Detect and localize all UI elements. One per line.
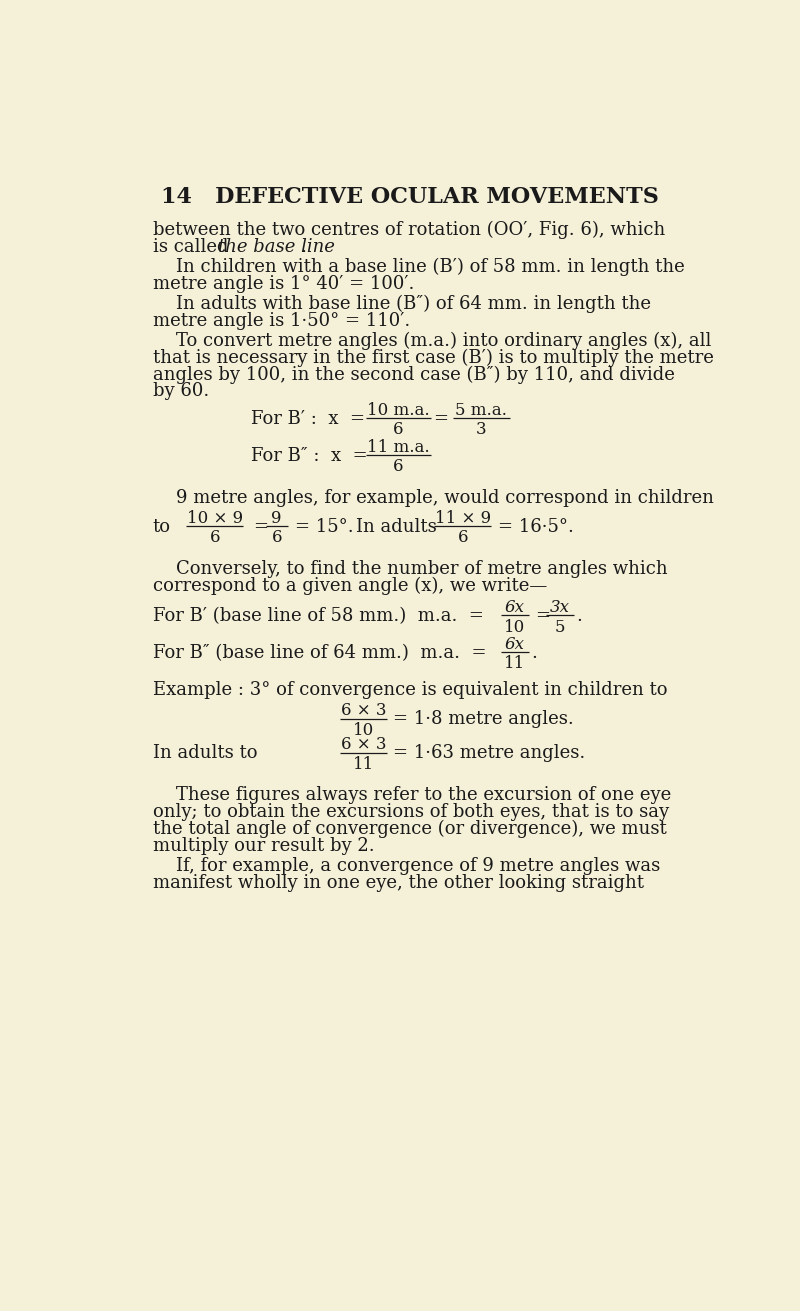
Text: between the two centres of rotation (OO′, Fig. 6), which: between the two centres of rotation (OO′… xyxy=(153,220,665,239)
Text: 10 × 9: 10 × 9 xyxy=(186,510,242,527)
Text: by 60.: by 60. xyxy=(153,383,209,400)
Text: 6 × 3: 6 × 3 xyxy=(341,703,386,720)
Text: = 16·5°.: = 16·5°. xyxy=(498,518,574,536)
Text: is called: is called xyxy=(153,237,234,256)
Text: 9: 9 xyxy=(271,510,282,527)
Text: 11 × 9: 11 × 9 xyxy=(434,510,490,527)
Text: 11: 11 xyxy=(353,755,374,772)
Text: 11: 11 xyxy=(504,656,526,673)
Text: = 15°.: = 15°. xyxy=(295,518,354,536)
Text: 6: 6 xyxy=(393,459,404,476)
Text: multiply our result by 2.: multiply our result by 2. xyxy=(153,836,374,855)
Text: = 1·8 metre angles.: = 1·8 metre angles. xyxy=(393,711,574,729)
Text: metre angle is 1·50° = 110′.: metre angle is 1·50° = 110′. xyxy=(153,312,410,329)
Text: .: . xyxy=(576,607,582,625)
Text: only; to obtain the excursions of both eyes, that is to say: only; to obtain the excursions of both e… xyxy=(153,802,669,821)
Text: In children with a base line (B′) of 58 mm. in length the: In children with a base line (B′) of 58 … xyxy=(176,257,685,275)
Text: Example : 3° of convergence is equivalent in children to: Example : 3° of convergence is equivalen… xyxy=(153,682,667,699)
Text: 3: 3 xyxy=(476,421,486,438)
Text: .: . xyxy=(531,644,537,662)
Text: For B″ (base line of 64 mm.)  m.a.  =: For B″ (base line of 64 mm.) m.a. = xyxy=(153,644,486,662)
Text: metre angle is 1° 40′ = 100′.: metre angle is 1° 40′ = 100′. xyxy=(153,274,414,292)
Text: =: = xyxy=(535,607,550,625)
Text: 10 m.a.: 10 m.a. xyxy=(367,402,430,420)
Text: In adults with base line (B″) of 64 mm. in length the: In adults with base line (B″) of 64 mm. … xyxy=(176,295,651,313)
Text: 5: 5 xyxy=(554,619,565,636)
Text: 6: 6 xyxy=(210,530,220,547)
Text: 5 m.a.: 5 m.a. xyxy=(455,402,507,420)
Text: For B′ (base line of 58 mm.)  m.a.  =: For B′ (base line of 58 mm.) m.a. = xyxy=(153,607,483,625)
Text: 6x: 6x xyxy=(505,636,525,653)
Text: manifest wholly in one eye, the other looking straight: manifest wholly in one eye, the other lo… xyxy=(153,873,644,891)
Text: Conversely, to find the number of metre angles which: Conversely, to find the number of metre … xyxy=(176,560,667,578)
Text: .: . xyxy=(301,237,306,256)
Text: angles by 100, in the second case (B″) by 110, and divide: angles by 100, in the second case (B″) b… xyxy=(153,366,674,384)
Text: 11 m.a.: 11 m.a. xyxy=(367,439,430,456)
Text: the total angle of convergence (or divergence), we must: the total angle of convergence (or diver… xyxy=(153,819,666,838)
Text: 6 × 3: 6 × 3 xyxy=(341,737,386,754)
Text: that is necessary in the first case (B′) is to multiply the metre: that is necessary in the first case (B′)… xyxy=(153,349,714,367)
Text: = 1·63 metre angles.: = 1·63 metre angles. xyxy=(393,745,586,762)
Text: to: to xyxy=(153,518,170,536)
Text: In adults: In adults xyxy=(356,518,437,536)
Text: 6x: 6x xyxy=(505,599,525,616)
Text: 6: 6 xyxy=(271,530,282,547)
Text: the base line: the base line xyxy=(218,237,334,256)
Text: 10: 10 xyxy=(353,721,374,738)
Text: 6: 6 xyxy=(458,530,468,547)
Text: These figures always refer to the excursion of one eye: These figures always refer to the excurs… xyxy=(176,785,671,804)
Text: 6: 6 xyxy=(393,421,404,438)
Text: In adults to: In adults to xyxy=(153,745,258,762)
Text: For B″ :  x  =: For B″ : x = xyxy=(251,447,368,465)
Text: 3x: 3x xyxy=(550,599,570,616)
Text: 14   DEFECTIVE OCULAR MOVEMENTS: 14 DEFECTIVE OCULAR MOVEMENTS xyxy=(161,186,659,208)
Text: =: = xyxy=(434,410,449,429)
Text: =: = xyxy=(254,518,269,536)
Text: To convert metre angles (m.a.) into ordinary angles (x), all: To convert metre angles (m.a.) into ordi… xyxy=(176,332,711,350)
Text: If, for example, a convergence of 9 metre angles was: If, for example, a convergence of 9 metr… xyxy=(176,856,660,874)
Text: 9 metre angles, for example, would correspond in children: 9 metre angles, for example, would corre… xyxy=(176,489,714,506)
Text: 10: 10 xyxy=(504,619,526,636)
Text: For B′ :  x  =: For B′ : x = xyxy=(251,410,365,429)
Text: correspond to a given angle (x), we write—: correspond to a given angle (x), we writ… xyxy=(153,577,547,595)
